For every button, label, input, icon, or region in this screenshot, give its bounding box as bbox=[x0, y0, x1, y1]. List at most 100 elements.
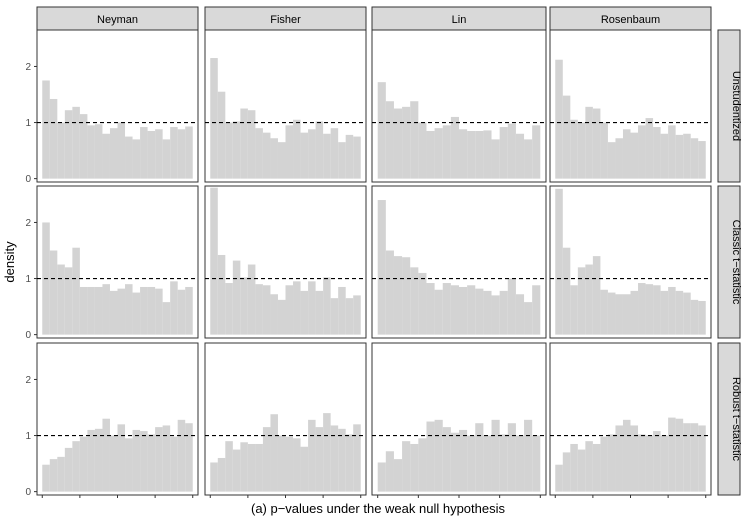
histogram-bar bbox=[607, 292, 616, 335]
y-tick-label: 1 bbox=[25, 274, 31, 285]
row-strip-background bbox=[717, 342, 741, 496]
histogram-bar bbox=[185, 286, 193, 335]
row-strip-1: Unstudentized bbox=[717, 29, 742, 183]
histogram-bar bbox=[585, 441, 593, 492]
histogram-bar bbox=[330, 128, 339, 179]
histogram-bar bbox=[270, 414, 278, 492]
histogram-bar bbox=[524, 419, 533, 492]
y-axis-title: density bbox=[2, 241, 17, 283]
histogram-bar bbox=[270, 294, 278, 335]
histogram-bar bbox=[555, 188, 563, 335]
histogram-bar bbox=[353, 295, 361, 335]
histogram-bar bbox=[570, 285, 578, 335]
histogram-bar bbox=[217, 254, 226, 335]
histogram-bar bbox=[660, 290, 669, 335]
histogram-bar bbox=[147, 130, 156, 179]
histogram-bar bbox=[385, 101, 394, 179]
y-tick-label: 1 bbox=[25, 118, 31, 129]
histogram-bar bbox=[255, 128, 263, 179]
histogram-bar bbox=[615, 294, 623, 335]
histogram-bar bbox=[293, 438, 301, 492]
histogram-bar bbox=[645, 118, 654, 179]
histogram-bar bbox=[532, 435, 541, 492]
histogram-bar bbox=[79, 114, 88, 179]
histogram-bar bbox=[675, 134, 684, 179]
histogram-bar bbox=[442, 427, 451, 492]
row-strip-background bbox=[717, 185, 741, 339]
histogram-bar bbox=[57, 122, 65, 179]
histogram-bar bbox=[475, 288, 484, 335]
histogram-bar bbox=[638, 434, 646, 492]
histogram-bar bbox=[385, 451, 394, 492]
histogram-bar bbox=[185, 423, 193, 492]
column-strip-label: Neyman bbox=[97, 14, 138, 26]
histogram-bar bbox=[402, 106, 411, 179]
histogram-bar bbox=[247, 264, 256, 335]
histogram-bar bbox=[524, 302, 533, 335]
histogram-bar bbox=[225, 441, 233, 492]
histogram-bar bbox=[270, 138, 278, 179]
histogram-bar bbox=[117, 122, 126, 179]
histogram-bar bbox=[467, 435, 476, 492]
x-axis-title: (a) p−values under the weak null hypothe… bbox=[251, 501, 506, 516]
panel-rosenbaum-row-2 bbox=[549, 185, 712, 339]
histogram-bar bbox=[210, 58, 218, 179]
histogram-bar bbox=[162, 302, 171, 335]
row-strip-2: Classic t−statistic bbox=[717, 185, 742, 339]
histogram-bar bbox=[653, 127, 661, 179]
histogram-bar bbox=[491, 139, 500, 179]
y-tick-label: 0 bbox=[25, 330, 31, 341]
histogram-bar bbox=[499, 290, 508, 335]
histogram-bar bbox=[450, 285, 459, 335]
panel-rosenbaum-row-3 bbox=[549, 342, 712, 496]
histogram-bar bbox=[87, 125, 95, 179]
histogram-bar bbox=[323, 277, 331, 335]
histogram-bar bbox=[630, 290, 639, 335]
histogram-bar bbox=[393, 256, 403, 335]
histogram-bar bbox=[483, 290, 492, 335]
histogram-bar bbox=[668, 125, 676, 179]
histogram-bar bbox=[147, 434, 156, 492]
histogram-bar bbox=[418, 122, 427, 179]
histogram-bar bbox=[300, 132, 309, 179]
histogram-bar bbox=[698, 425, 706, 492]
histogram-bar bbox=[177, 129, 186, 179]
histogram-bar bbox=[125, 284, 133, 335]
histogram-bar bbox=[442, 283, 451, 335]
histogram-bar bbox=[515, 435, 525, 492]
histogram-bar bbox=[285, 436, 294, 492]
y-tick-label: 2 bbox=[25, 62, 31, 73]
row-strip-background bbox=[717, 29, 741, 183]
histogram-bar bbox=[683, 292, 691, 335]
histogram-bar bbox=[426, 130, 435, 179]
column-strip-neyman: Neyman bbox=[36, 6, 199, 31]
histogram-bar bbox=[94, 286, 103, 335]
histogram-bar bbox=[217, 457, 226, 492]
histogram-bar bbox=[94, 124, 103, 179]
histogram-bar bbox=[240, 442, 248, 492]
histogram-bar bbox=[338, 142, 346, 179]
histogram-bar bbox=[515, 133, 525, 179]
histogram-bar bbox=[555, 59, 563, 179]
histogram-bar bbox=[385, 250, 394, 335]
histogram-bar bbox=[140, 286, 148, 335]
histogram-bar bbox=[293, 119, 301, 179]
histogram-bar bbox=[402, 441, 411, 492]
panel-fisher-row-2 bbox=[204, 185, 367, 339]
histogram-bar bbox=[262, 285, 271, 335]
histogram-bar bbox=[475, 423, 484, 492]
y-tick-label: 2 bbox=[25, 218, 31, 229]
histogram-bar bbox=[72, 441, 80, 492]
column-strip-lin: Lin bbox=[371, 6, 547, 31]
histogram-bar bbox=[232, 449, 241, 492]
histogram-bar bbox=[402, 257, 411, 335]
histogram-bar bbox=[683, 423, 691, 492]
y-tick-label: 0 bbox=[25, 174, 31, 185]
histogram-bar bbox=[570, 119, 578, 179]
histogram-bar bbox=[155, 288, 163, 335]
histogram-bar bbox=[532, 285, 541, 335]
histogram-bar bbox=[592, 256, 601, 335]
histogram-bar bbox=[217, 91, 226, 179]
histogram-bar bbox=[600, 436, 608, 492]
panel-neyman-row-3 bbox=[36, 342, 199, 496]
